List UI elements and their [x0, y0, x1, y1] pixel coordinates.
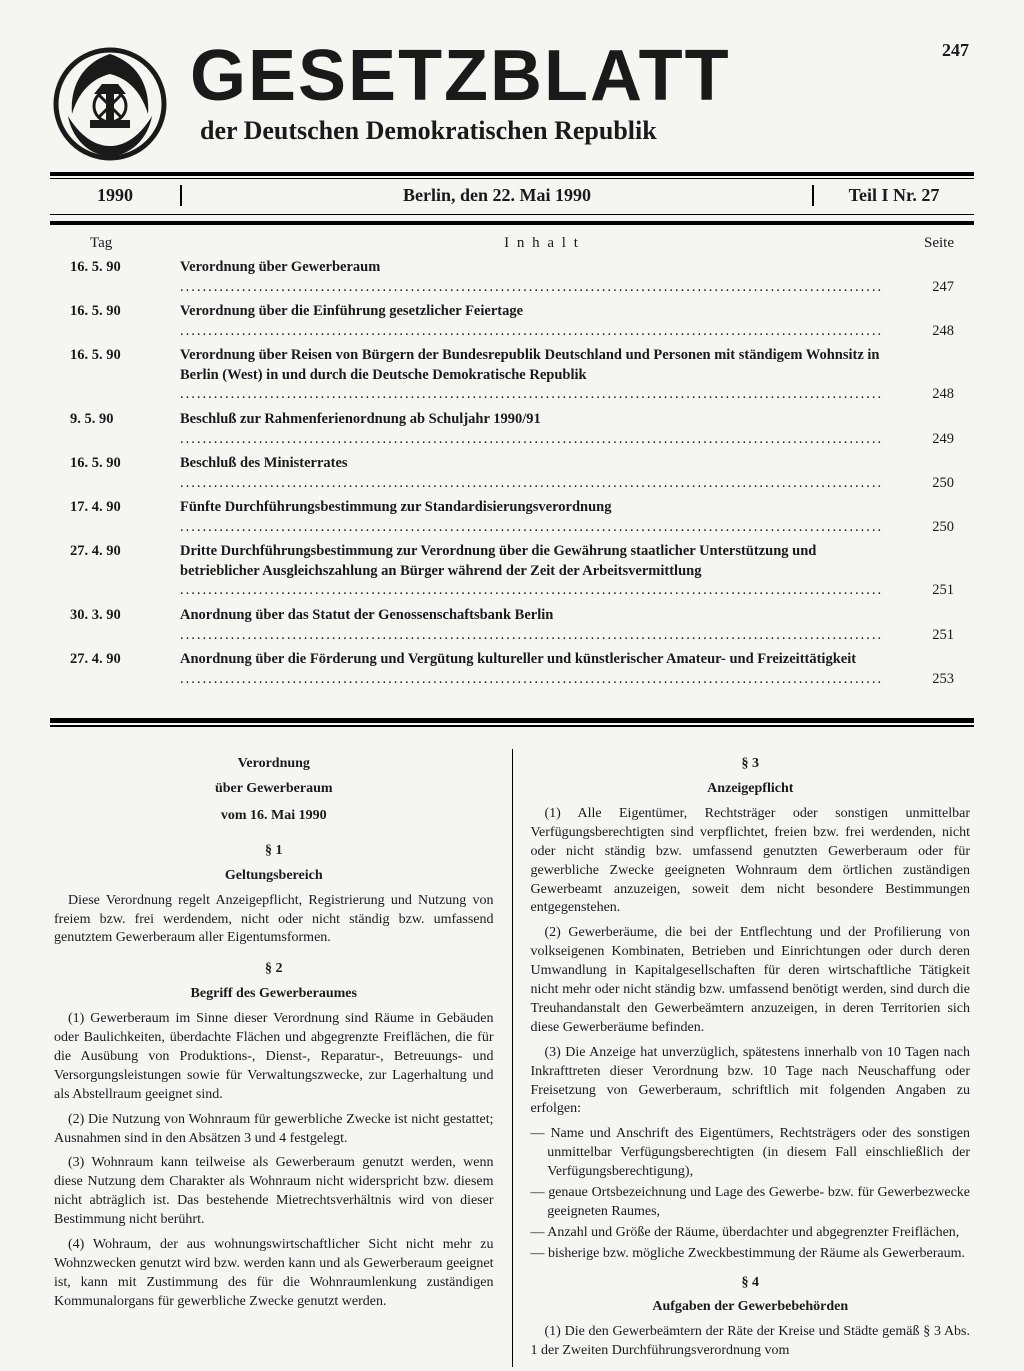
toc-date: 30. 3. 90 [70, 606, 180, 626]
toc-row: 30. 3. 90Anordnung über das Statut der G… [70, 606, 954, 645]
requirements-list: Name und Anschrift des Eigentümers, Rech… [531, 1125, 971, 1263]
body-columns: Verordnung über Gewerberaum vom 16. Mai … [50, 749, 974, 1367]
paragraph: (1) Alle Eigentümer, Rechtsträger oder s… [531, 805, 971, 918]
toc-date: 16. 5. 90 [70, 346, 180, 366]
issue-number: Teil I Nr. 27 [812, 185, 974, 206]
toc-title: Beschluß zur Rahmenferienordnung ab Schu… [180, 410, 884, 449]
toc-title: Anordnung über das Statut der Genossensc… [180, 606, 884, 645]
toc-date: 27. 4. 90 [70, 542, 180, 562]
section-number: § 2 [54, 960, 494, 979]
subtitle: der Deutschen Demokratischen Republik [200, 116, 974, 146]
toc-row: 17. 4. 90Fünfte Durchführungsbestimmung … [70, 498, 954, 537]
section-divider [50, 718, 974, 727]
section-number: § 4 [531, 1274, 971, 1293]
toc-title: Anordnung über die Förderung und Vergütu… [180, 650, 884, 689]
table-of-contents: Tag I n h a l t Seite 16. 5. 90Verordnun… [50, 225, 974, 708]
paragraph: (2) Gewerberäume, die bei der Entflechtu… [531, 924, 971, 1037]
page: 247 GESETZBLATT der Deutschen Demokratis… [0, 0, 1024, 1371]
section-heading: Geltungsbereich [54, 867, 494, 886]
paragraph: (1) Die den Gewerbeämtern der Räte der K… [531, 1323, 971, 1361]
issue-year: 1990 [50, 185, 182, 206]
list-item: Anzahl und Größe der Räume, überdachter … [531, 1224, 971, 1243]
masthead: GESETZBLATT der Deutschen Demokratischen… [50, 40, 974, 164]
article-date: vom 16. Mai 1990 [54, 807, 494, 826]
main-title: GESETZBLATT [190, 40, 974, 112]
rule [50, 172, 974, 176]
column-left: Verordnung über Gewerberaum vom 16. Mai … [50, 749, 513, 1367]
toc-page: 251 [884, 581, 954, 601]
paragraph: (4) Wohraum, der aus wohnungswirtschaftl… [54, 1236, 494, 1312]
toc-col-day: Tag [70, 235, 200, 252]
toc-page: 248 [884, 385, 954, 405]
section-heading: Anzeigepflicht [531, 780, 971, 799]
toc-title: Beschluß des Ministerrates [180, 454, 884, 493]
list-item: Name und Anschrift des Eigentümers, Rech… [531, 1125, 971, 1182]
paragraph: (1) Gewerberaum im Sinne dieser Verordnu… [54, 1010, 494, 1104]
rule [50, 214, 974, 215]
article-title: über Gewerberaum [54, 780, 494, 799]
toc-page: 250 [884, 518, 954, 538]
toc-title: Dritte Durchführungsbestimmung zur Veror… [180, 542, 884, 601]
toc-title: Verordnung über Gewerberaum [180, 258, 884, 297]
toc-page: 247 [884, 278, 954, 298]
toc-date: 16. 5. 90 [70, 258, 180, 278]
toc-date: 16. 5. 90 [70, 302, 180, 322]
section-heading: Aufgaben der Gewerbebehörden [531, 1298, 971, 1317]
toc-title: Verordnung über Reisen von Bürgern der B… [180, 346, 884, 405]
toc-row: 16. 5. 90Beschluß des Ministerrates250 [70, 454, 954, 493]
toc-row: 27. 4. 90Anordnung über die Förderung un… [70, 650, 954, 689]
toc-date: 27. 4. 90 [70, 650, 180, 670]
issue-date: Berlin, den 22. Mai 1990 [182, 185, 812, 206]
toc-page: 250 [884, 474, 954, 494]
toc-date: 16. 5. 90 [70, 454, 180, 474]
toc-date: 9. 5. 90 [70, 410, 180, 430]
section-number: § 1 [54, 842, 494, 861]
toc-title: Verordnung über die Einführung gesetzlic… [180, 302, 884, 341]
article-title: Verordnung [54, 755, 494, 774]
column-right: § 3 Anzeigepflicht (1) Alle Eigentümer, … [513, 749, 975, 1367]
paragraph: Diese Verordnung regelt Anzeigepflicht, … [54, 892, 494, 949]
toc-col-title: I n h a l t [200, 235, 884, 252]
masthead-titles: GESETZBLATT der Deutschen Demokratischen… [190, 40, 974, 146]
state-emblem-icon [50, 44, 170, 164]
section-heading: Begriff des Gewerberaumes [54, 985, 494, 1004]
toc-row: 16. 5. 90Verordnung über Gewerberaum247 [70, 258, 954, 297]
toc-row: 9. 5. 90Beschluß zur Rahmenferienordnung… [70, 410, 954, 449]
paragraph: (3) Die Anzeige hat unverzüglich, spätes… [531, 1044, 971, 1120]
toc-page: 248 [884, 322, 954, 342]
paragraph: (3) Wohnraum kann teilweise als Gewerber… [54, 1154, 494, 1230]
section-number: § 3 [531, 755, 971, 774]
paragraph: (2) Die Nutzung von Wohnraum für gewerbl… [54, 1111, 494, 1149]
toc-col-page: Seite [884, 235, 954, 252]
issue-header: 1990 Berlin, den 22. Mai 1990 Teil I Nr.… [50, 179, 974, 212]
toc-page: 253 [884, 670, 954, 690]
page-number: 247 [942, 40, 969, 61]
list-item: genaue Ortsbezeichnung und Lage des Gewe… [531, 1184, 971, 1222]
toc-row: 16. 5. 90Verordnung über Reisen von Bürg… [70, 346, 954, 405]
toc-title: Fünfte Durchführungsbestimmung zur Stand… [180, 498, 884, 537]
toc-header-row: Tag I n h a l t Seite [70, 235, 954, 252]
list-item: bisherige bzw. mögliche Zweckbestimmung … [531, 1245, 971, 1264]
toc-page: 251 [884, 626, 954, 646]
toc-row: 16. 5. 90Verordnung über die Einführung … [70, 302, 954, 341]
toc-row: 27. 4. 90Dritte Durchführungsbestimmung … [70, 542, 954, 601]
toc-date: 17. 4. 90 [70, 498, 180, 518]
toc-page: 249 [884, 430, 954, 450]
